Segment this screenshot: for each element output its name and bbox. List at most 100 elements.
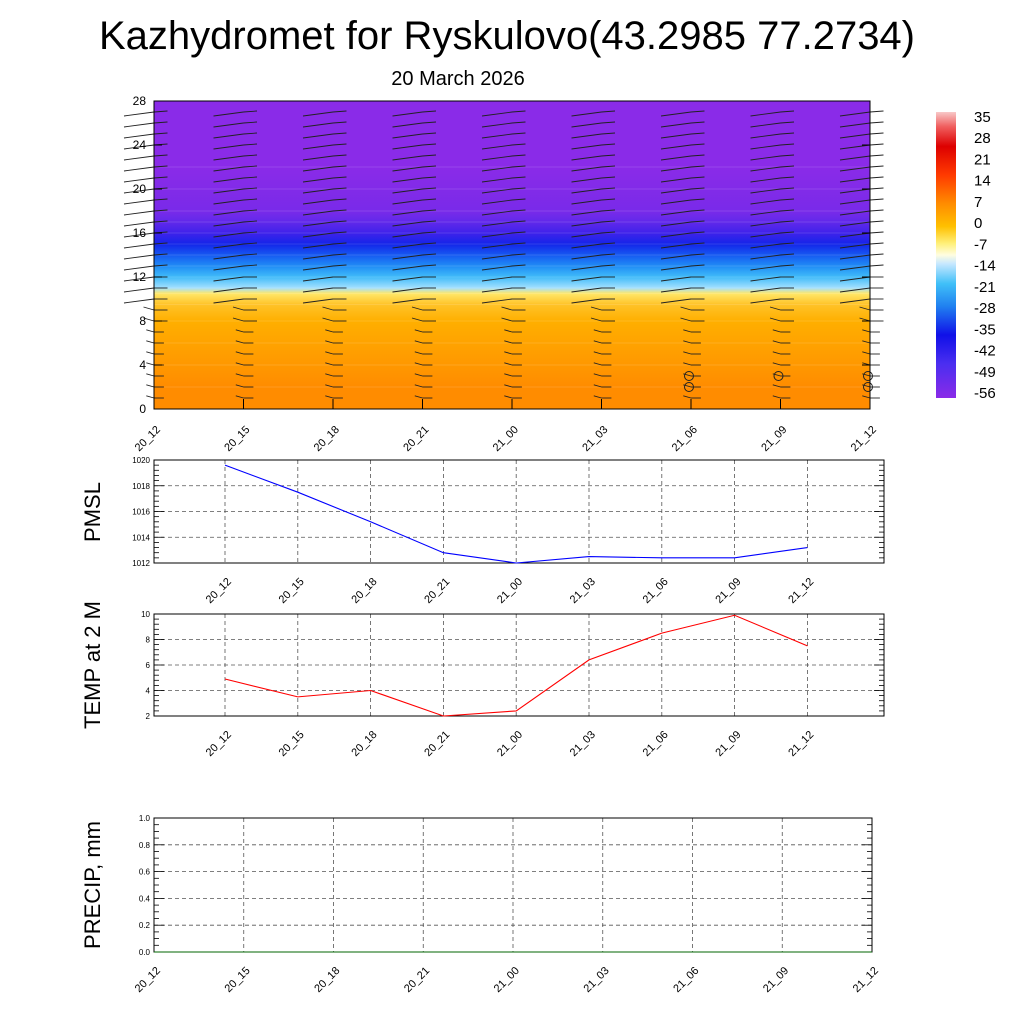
wind-barb bbox=[862, 340, 880, 344]
wind-barb bbox=[680, 306, 705, 311]
wind-barb-staff bbox=[414, 362, 423, 366]
wind-barb bbox=[481, 165, 526, 172]
wind-barb-flag bbox=[511, 110, 526, 113]
wind-barb bbox=[146, 373, 164, 377]
wind-barb-staff bbox=[146, 340, 155, 344]
wind-barb bbox=[839, 176, 884, 183]
wind-barb bbox=[593, 329, 612, 333]
x-tick-label: 20_15 bbox=[223, 965, 253, 995]
x-tick-label: 21_03 bbox=[582, 965, 612, 995]
wind-barb-staff bbox=[571, 122, 602, 128]
wind-barb-staff bbox=[123, 144, 155, 150]
wind-barb-staff bbox=[750, 210, 781, 216]
wind-barb-staff bbox=[750, 298, 781, 304]
wind-barb-flag bbox=[243, 198, 258, 201]
wind-barb-flag bbox=[243, 121, 258, 124]
wind-barb-staff bbox=[123, 298, 155, 304]
x-tick-label: 21_03 bbox=[580, 424, 610, 454]
wind-barb-staff bbox=[481, 166, 513, 172]
wind-barb bbox=[302, 121, 347, 128]
wind-barb bbox=[571, 110, 616, 117]
wind-barb-staff bbox=[123, 188, 155, 194]
wind-barb-flag bbox=[243, 143, 258, 146]
wind-barb bbox=[392, 132, 437, 139]
wind-barb-flag bbox=[422, 231, 437, 234]
wind-barb-staff bbox=[392, 287, 423, 293]
wind-barb-staff bbox=[839, 144, 871, 150]
wind-barb bbox=[660, 110, 705, 117]
wind-barb bbox=[213, 176, 258, 183]
wind-barb-flag bbox=[511, 220, 526, 223]
wind-barb-flag bbox=[153, 132, 168, 135]
line-panel-2: 2 4 6 8 10 20_12 20_15 20_18 20_21 21_00 21_03 21_0… bbox=[80, 601, 885, 759]
wind-barb-staff bbox=[392, 144, 423, 150]
wind-barb bbox=[571, 187, 616, 194]
wind-barb-staff bbox=[571, 232, 602, 238]
wind-barb-staff bbox=[213, 155, 244, 161]
wind-barb-staff bbox=[235, 329, 244, 333]
wind-barb bbox=[481, 198, 526, 205]
wind-barb bbox=[392, 187, 437, 194]
y-tick-label: 8 bbox=[139, 314, 146, 328]
wind-barb bbox=[481, 187, 526, 194]
wind-barb bbox=[302, 143, 347, 150]
wind-barb-staff bbox=[481, 188, 513, 194]
wind-barb bbox=[504, 362, 522, 366]
y-tick-label: 16 bbox=[133, 226, 147, 240]
wind-barb bbox=[392, 242, 437, 249]
wind-barb-staff bbox=[123, 155, 155, 161]
wind-barb bbox=[325, 329, 343, 333]
wind-barb-staff bbox=[302, 287, 334, 293]
wind-barb-flag bbox=[153, 209, 168, 212]
wind-barb-staff bbox=[772, 329, 781, 333]
wind-barb-staff bbox=[660, 298, 692, 304]
wind-barb bbox=[146, 340, 164, 344]
wind-barb-staff bbox=[680, 306, 692, 311]
wind-barb-staff bbox=[750, 199, 781, 205]
wind-barb-staff bbox=[325, 362, 334, 366]
wind-barb-staff bbox=[414, 351, 423, 355]
wind-barb-flag bbox=[869, 165, 884, 168]
colorbar-label: 0 bbox=[974, 215, 982, 232]
wind-barb bbox=[213, 220, 258, 227]
wind-barb-staff bbox=[660, 254, 692, 260]
wind-barb-staff bbox=[302, 188, 334, 194]
wind-barb-staff bbox=[839, 122, 871, 128]
wind-barb-flag bbox=[869, 220, 884, 223]
wind-barb bbox=[593, 351, 612, 355]
wind-barb-staff bbox=[680, 317, 692, 322]
wind-barb-staff bbox=[302, 144, 334, 150]
wind-barb bbox=[213, 253, 258, 260]
wind-barb bbox=[213, 132, 258, 139]
wind-barb-staff bbox=[325, 395, 334, 399]
wind-barb-flag bbox=[511, 198, 526, 201]
wind-barb bbox=[123, 176, 168, 183]
wind-barb bbox=[213, 110, 258, 117]
wind-barb-staff bbox=[750, 144, 781, 150]
wind-barb bbox=[411, 317, 436, 322]
wind-barb bbox=[302, 276, 347, 282]
wind-barb-staff bbox=[302, 166, 334, 172]
wind-barb-flag bbox=[690, 121, 705, 124]
wind-barb bbox=[839, 242, 884, 249]
wind-barb-staff bbox=[769, 306, 781, 311]
wind-barb-staff bbox=[862, 351, 871, 355]
wind-barb-staff bbox=[839, 232, 871, 238]
wind-barb bbox=[750, 264, 795, 271]
wind-barb-staff bbox=[839, 254, 871, 260]
wind-barb bbox=[862, 395, 880, 399]
wind-barb-flag bbox=[243, 242, 258, 245]
wind-barb-staff bbox=[660, 144, 692, 150]
calm-wind-circle bbox=[773, 371, 784, 381]
wind-barb bbox=[481, 110, 526, 117]
wind-barb-staff bbox=[213, 243, 244, 249]
wind-barb-staff bbox=[146, 395, 155, 399]
x-tick-label: 21_03 bbox=[568, 729, 598, 759]
wind-barb-staff bbox=[683, 351, 692, 355]
wind-barb-staff bbox=[571, 144, 602, 150]
wind-barb-staff bbox=[593, 362, 602, 366]
wind-barb bbox=[235, 373, 254, 377]
wind-barb-staff bbox=[839, 210, 871, 216]
wind-barb bbox=[392, 165, 437, 172]
wind-barb-staff bbox=[750, 188, 781, 194]
